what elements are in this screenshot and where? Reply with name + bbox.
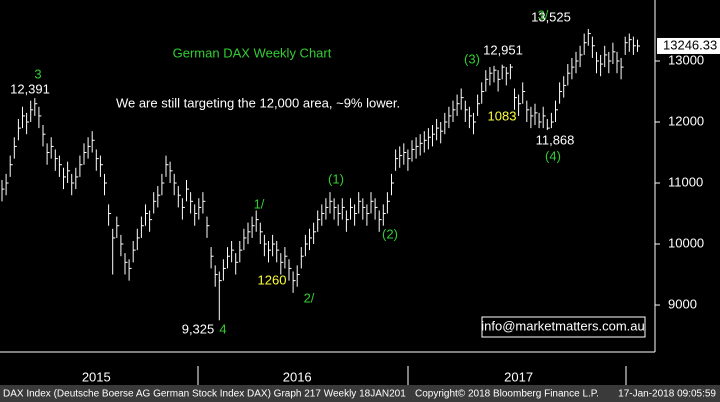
footer-left: DAX Index (Deutsche Boerse AG German Sto…: [3, 389, 406, 400]
annotation: 2/: [304, 290, 315, 305]
annotation: 1260: [258, 272, 287, 287]
annotation: 1083: [488, 108, 517, 123]
annotation: 13,525: [531, 9, 571, 24]
annotation: 4: [219, 321, 226, 336]
annotation: (3): [464, 51, 480, 66]
annotation: 11,868: [536, 132, 575, 147]
y-tick-label: 11000: [668, 174, 703, 189]
annotation: 12,951: [483, 42, 523, 57]
y-tick-label: 10000: [668, 235, 704, 250]
footer-bar: [0, 385, 720, 402]
annotation: 9,325: [182, 321, 215, 336]
chart-subtitle: We are still targeting the 12,000 area, …: [116, 95, 400, 110]
annotation: (4): [545, 148, 561, 163]
annotation: 3/: [538, 7, 549, 22]
last-price-box: [657, 37, 720, 54]
annotation: (1): [328, 171, 344, 186]
email: info@marketmatters.com.au: [481, 318, 644, 333]
x-tick-label: 2015: [82, 369, 111, 384]
chart-title: German DAX Weekly Chart: [173, 45, 332, 60]
annotation: 12,391: [10, 81, 50, 96]
y-tick-label: 13000: [668, 52, 704, 67]
annotation: 3: [34, 66, 41, 81]
email-box: [481, 316, 646, 338]
x-tick-label: 2016: [283, 369, 312, 384]
annotation: 1/: [254, 196, 265, 211]
footer-copyright: Copyright© 2018 Bloomberg Finance L.P.: [415, 389, 599, 400]
y-tick-label: 12000: [668, 113, 704, 128]
y-tick-label: 9000: [668, 296, 697, 311]
last-price-label: 13246.33: [663, 37, 717, 52]
x-tick-label: 2017: [504, 369, 533, 384]
footer-time: 17-Jan-2018 09:05:59: [618, 389, 716, 400]
annotation: (2): [382, 226, 398, 241]
